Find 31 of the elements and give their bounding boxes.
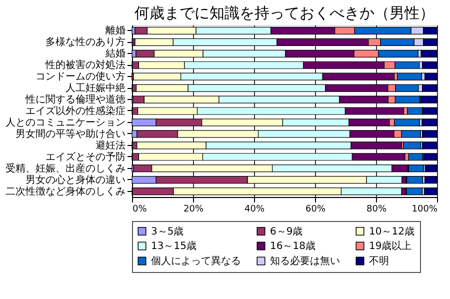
legend-label: 19歳以上 bbox=[369, 240, 412, 252]
y-tick-label: 避妊法 bbox=[96, 139, 126, 152]
y-tick-label: コンドームの使い方 bbox=[36, 70, 126, 83]
y-tick-label: 多様な性のあり方 bbox=[46, 36, 126, 48]
legend-label: 13～15歳 bbox=[151, 240, 196, 252]
y-tick-label: 受精、妊娠、出産のしくみ bbox=[6, 162, 126, 174]
y-tick-label: 性に関する倫理や道徳 bbox=[24, 94, 126, 106]
legend-label: 6～9歳 bbox=[270, 225, 303, 238]
x-tick-label: 80% bbox=[366, 204, 387, 214]
legend-label: 個人によって異なる bbox=[151, 256, 241, 267]
y-tick-label: 男女間の平等や助け合い bbox=[16, 128, 126, 140]
y-tick-label: 離婚 bbox=[106, 24, 126, 37]
chart-title: 何歳までに知識を持っておくべきか（男性） bbox=[134, 4, 434, 22]
y-tick-label: 性的被害の対処法 bbox=[44, 59, 126, 72]
y-tick-label: 結婚 bbox=[104, 48, 126, 60]
x-tick-label: 100% bbox=[412, 204, 438, 214]
legend-label: 16～18歳 bbox=[270, 240, 316, 252]
x-tick-label: 0% bbox=[132, 204, 148, 214]
y-tick-label: エイズ以外の性感染症 bbox=[26, 105, 126, 117]
legend-label: 3～5歳 bbox=[151, 225, 184, 238]
x-tick-label: 20% bbox=[183, 204, 204, 214]
y-tick-label: 二次性徴など身体のしくみ bbox=[6, 185, 126, 198]
y-tick-label: 人工妊娠中絶 bbox=[66, 82, 126, 94]
legend-label: 不明 bbox=[369, 256, 389, 267]
y-tick-label: 男女の心と身体の違い bbox=[26, 174, 126, 186]
x-tick-label: 60% bbox=[305, 204, 326, 214]
legend-label: 知る必要は無い bbox=[270, 255, 340, 267]
y-tick-label: 人とのコミュニケーション bbox=[6, 117, 126, 128]
legend-label: 10～12歳 bbox=[369, 225, 414, 238]
x-tick-label: 40% bbox=[244, 204, 265, 214]
y-tick-label: エイズとその予防 bbox=[46, 150, 126, 163]
